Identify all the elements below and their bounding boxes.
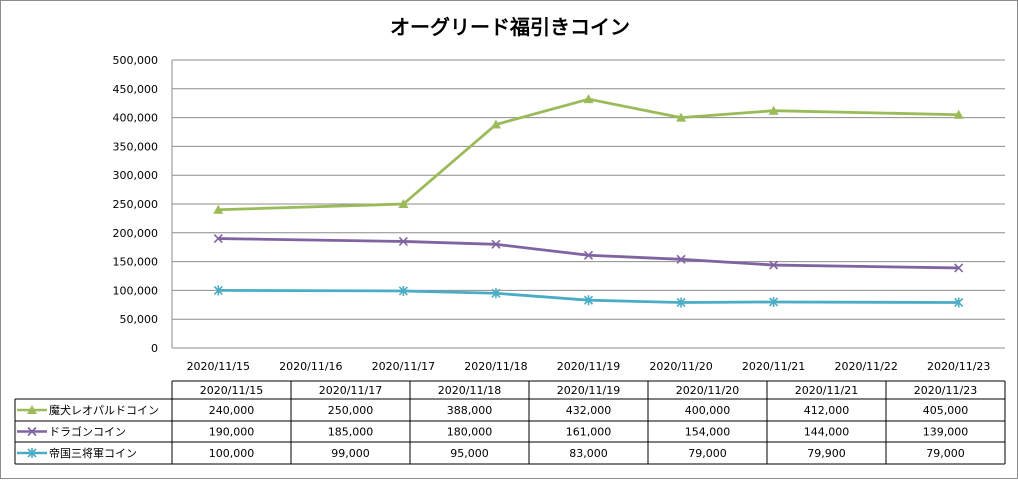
data-point bbox=[213, 285, 223, 296]
data-point bbox=[676, 112, 687, 122]
data-point bbox=[213, 204, 224, 214]
table-cell: 79,000 bbox=[688, 447, 727, 460]
y-axis-ticks: 0 50,000 100,000 150,000 200,000 250,000 300,0… bbox=[113, 54, 159, 355]
table-cell: 250,000 bbox=[328, 404, 374, 417]
legend-marker bbox=[27, 448, 37, 458]
table-cell: 79,900 bbox=[807, 447, 846, 460]
y-tick-label: 500,000 bbox=[113, 54, 159, 67]
table-cell: 180,000 bbox=[447, 426, 493, 439]
table-header-cell: 2020/11/19 bbox=[557, 384, 620, 397]
x-tick-label: 2020/11/20 bbox=[649, 360, 712, 373]
x-tick-label: 2020/11/21 bbox=[742, 360, 805, 373]
table-cell: 432,000 bbox=[566, 404, 612, 417]
legend-marker bbox=[27, 426, 37, 437]
table-cell: 95,000 bbox=[450, 447, 489, 460]
data-point bbox=[490, 119, 501, 129]
data-point bbox=[583, 94, 594, 104]
table-cell: 412,000 bbox=[804, 404, 850, 417]
data-point bbox=[768, 105, 779, 115]
y-tick-label: 150,000 bbox=[113, 256, 159, 269]
table-cell: 405,000 bbox=[923, 404, 969, 417]
y-tick-label: 400,000 bbox=[113, 112, 159, 125]
x-tick-label: 2020/11/19 bbox=[557, 360, 620, 373]
y-tick-label: 350,000 bbox=[113, 140, 159, 153]
series-2 bbox=[213, 285, 964, 308]
y-tick-label: 450,000 bbox=[113, 83, 159, 96]
data-point bbox=[953, 109, 964, 119]
series-1 bbox=[213, 233, 964, 273]
table-cell: 388,000 bbox=[447, 404, 493, 417]
data-point bbox=[769, 296, 779, 307]
data-point bbox=[954, 297, 964, 308]
data-point bbox=[676, 254, 686, 264]
table-series-name: ドラゴンコイン bbox=[49, 425, 126, 439]
table-cell: 100,000 bbox=[209, 447, 255, 460]
data-point bbox=[491, 239, 501, 249]
x-axis-ticks: 2020/11/15 2020/11/16 2020/11/17 2020/11/18… bbox=[187, 360, 991, 373]
series-line bbox=[218, 97, 959, 212]
y-tick-label: 100,000 bbox=[113, 284, 159, 297]
table-cell: 139,000 bbox=[923, 426, 969, 439]
data-point bbox=[676, 297, 686, 308]
data-point bbox=[491, 288, 501, 299]
data-point bbox=[954, 263, 964, 273]
table-cell: 190,000 bbox=[209, 426, 255, 439]
table-header-cell: 2020/11/21 bbox=[795, 384, 858, 397]
table-cell: 185,000 bbox=[328, 426, 374, 439]
series-lines bbox=[213, 94, 964, 308]
data-point bbox=[398, 236, 408, 247]
x-tick-label: 2020/11/22 bbox=[834, 360, 897, 373]
table-cell: 400,000 bbox=[685, 404, 731, 417]
x-tick-label: 2020/11/23 bbox=[927, 360, 990, 373]
table-header-cell: 2020/11/15 bbox=[200, 384, 263, 397]
data-point bbox=[213, 233, 223, 244]
data-point bbox=[583, 250, 594, 260]
data-point bbox=[398, 285, 408, 296]
x-tick-label: 2020/11/18 bbox=[464, 360, 527, 373]
data-point bbox=[398, 199, 409, 208]
y-tick-label: 300,000 bbox=[113, 169, 159, 182]
table-cell: 99,000 bbox=[331, 447, 370, 460]
table-cell: 240,000 bbox=[209, 404, 255, 417]
table-header-cell: 2020/11/18 bbox=[438, 384, 501, 397]
table-series-name: 魔犬レオパルドコイン bbox=[49, 403, 159, 417]
table-header-cell: 2020/11/17 bbox=[319, 384, 382, 397]
series-0 bbox=[213, 94, 964, 214]
series-line bbox=[218, 237, 959, 270]
x-tick-label: 2020/11/15 bbox=[187, 360, 250, 373]
table-cell: 161,000 bbox=[566, 426, 612, 439]
table-cell: 83,000 bbox=[569, 447, 608, 460]
table-header-cell: 2020/11/20 bbox=[676, 384, 739, 397]
x-tick-label: 2020/11/17 bbox=[372, 360, 435, 373]
y-tick-label: 0 bbox=[151, 342, 158, 355]
table-cell: 79,000 bbox=[926, 447, 965, 460]
y-tick-label: 50,000 bbox=[120, 313, 159, 326]
legend-marker bbox=[27, 405, 37, 414]
y-tick-label: 200,000 bbox=[113, 227, 159, 240]
x-tick-label: 2020/11/16 bbox=[279, 360, 342, 373]
table-cell: 154,000 bbox=[685, 426, 731, 439]
table-cell: 144,000 bbox=[804, 426, 850, 439]
data-point bbox=[769, 260, 779, 270]
data-point bbox=[583, 295, 594, 306]
data-table: 2020/11/15 2020/11/17 2020/11/18 2020/11/19… bbox=[14, 380, 1006, 465]
chart-title: オーグリード福引きコイン bbox=[390, 15, 630, 39]
table-header-cell: 2020/11/23 bbox=[914, 384, 977, 397]
table-series-name: 帝国三将軍コイン bbox=[49, 446, 137, 460]
y-tick-label: 250,000 bbox=[113, 198, 159, 211]
